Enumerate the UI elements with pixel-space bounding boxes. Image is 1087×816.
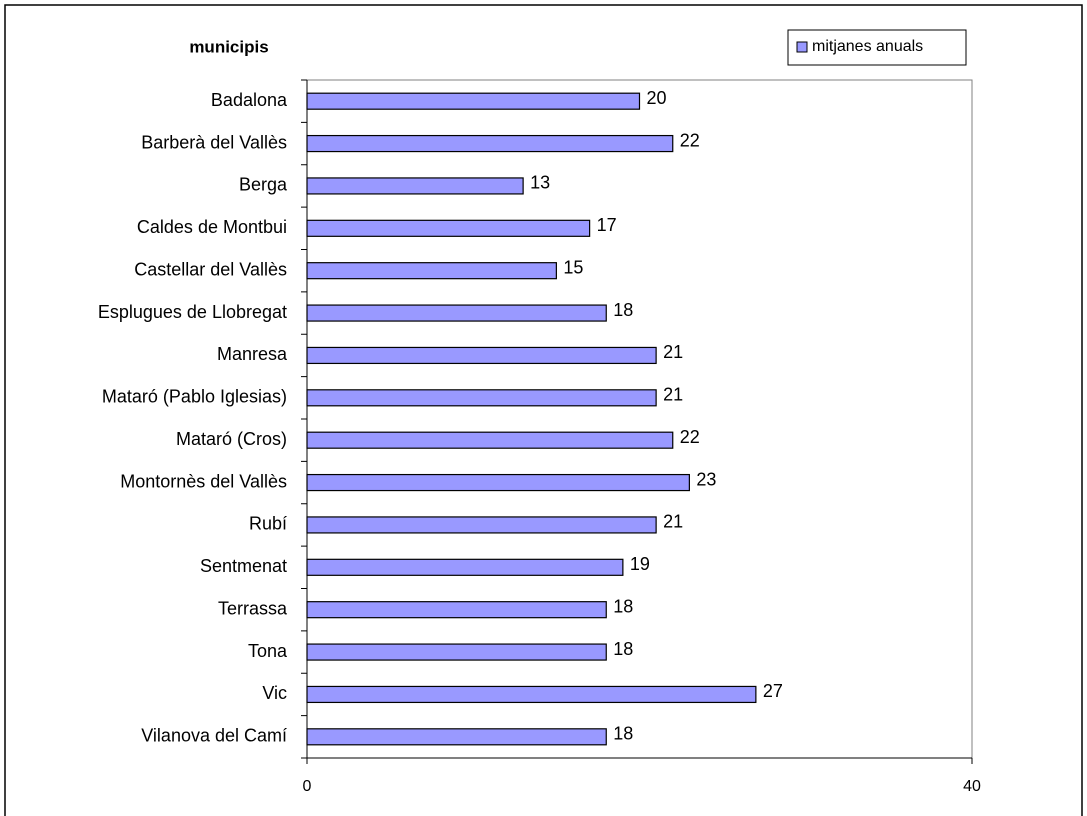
data-label: 21 bbox=[663, 342, 683, 362]
y-tick-label: Badalona bbox=[211, 90, 288, 110]
y-tick-label: Terrassa bbox=[218, 598, 288, 618]
bar bbox=[306, 134, 674, 153]
data-label: 13 bbox=[530, 173, 550, 193]
x-tick-label: 40 bbox=[963, 778, 981, 795]
y-tick-label: Rubí bbox=[249, 514, 287, 534]
data-label: 18 bbox=[613, 639, 633, 659]
x-tick-label: 0 bbox=[303, 778, 312, 795]
bar bbox=[306, 558, 624, 576]
y-tick-label: Castellar del Vallès bbox=[134, 259, 287, 279]
y-tick-label: Montornès del Vallès bbox=[120, 471, 287, 491]
legend-box bbox=[787, 29, 967, 66]
bar bbox=[306, 643, 607, 661]
y-tick-label: Manresa bbox=[217, 344, 288, 364]
bar bbox=[306, 728, 607, 746]
data-label: 17 bbox=[597, 215, 617, 235]
y-tick-label: Tona bbox=[248, 641, 288, 661]
legend-label: mitjanes anuals bbox=[812, 38, 923, 55]
y-tick-label: Sentmenat bbox=[200, 556, 287, 576]
data-label: 20 bbox=[647, 88, 667, 108]
y-tick-label: Esplugues de Llobregat bbox=[98, 302, 287, 322]
bar bbox=[306, 92, 641, 110]
bar bbox=[306, 431, 674, 449]
bar bbox=[306, 304, 607, 322]
bar bbox=[306, 219, 591, 237]
legend-swatch bbox=[796, 41, 808, 53]
bar bbox=[306, 601, 607, 619]
bar bbox=[306, 177, 524, 195]
y-tick-label: Vilanova del Camí bbox=[141, 726, 287, 746]
data-label: 22 bbox=[680, 427, 700, 447]
data-label: 19 bbox=[630, 554, 650, 574]
data-label: 21 bbox=[663, 385, 683, 405]
data-label: 23 bbox=[696, 469, 716, 489]
y-tick-label: Mataró (Pablo Iglesias) bbox=[102, 387, 287, 407]
y-tick-label: Berga bbox=[239, 175, 288, 195]
bar bbox=[306, 262, 557, 280]
y-tick-label: Vic bbox=[262, 683, 287, 703]
data-label: 27 bbox=[763, 681, 783, 701]
y-tick-label: Mataró (Cros) bbox=[176, 429, 287, 449]
data-label: 18 bbox=[613, 300, 633, 320]
bar bbox=[306, 473, 690, 492]
data-label: 18 bbox=[613, 596, 633, 616]
data-label: 15 bbox=[563, 257, 583, 277]
bar bbox=[306, 685, 757, 704]
data-label: 21 bbox=[663, 512, 683, 532]
bar bbox=[306, 389, 657, 407]
y-tick-label: Barberà del Vallès bbox=[141, 132, 287, 152]
axis-title: municipis bbox=[189, 37, 268, 56]
bar bbox=[306, 516, 657, 534]
data-label: 22 bbox=[680, 130, 700, 150]
bar bbox=[306, 346, 657, 365]
y-tick-label: Caldes de Montbui bbox=[137, 217, 287, 237]
data-label: 18 bbox=[613, 724, 633, 744]
